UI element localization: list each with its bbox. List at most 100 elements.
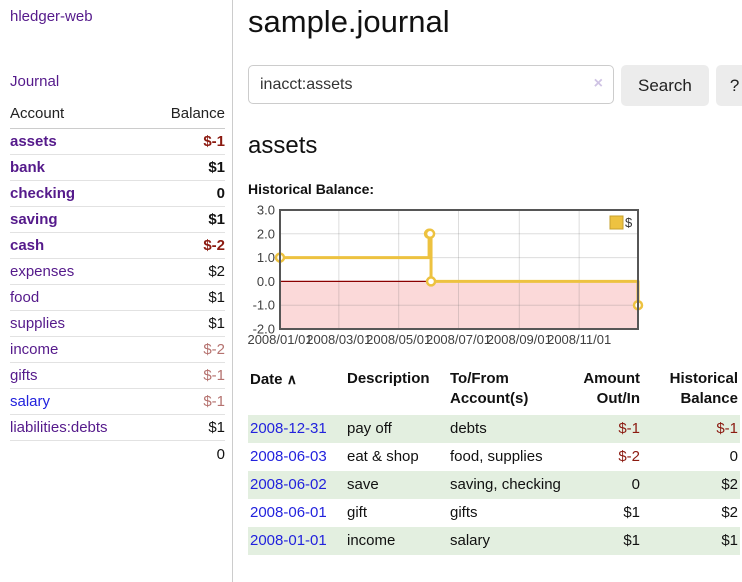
account-balance: $-2	[148, 232, 225, 259]
sort-ascending-icon: ∧	[286, 371, 297, 387]
transaction-accounts: gifts	[450, 504, 478, 521]
account-link[interactable]: checking	[10, 185, 76, 202]
transaction-description: eat & shop	[347, 448, 419, 465]
register-header-date: Date ∧	[250, 371, 297, 388]
transaction-amount: $1	[623, 532, 640, 549]
data-point-marker	[425, 276, 437, 287]
y-axis-tick-label: 0.0	[257, 274, 275, 289]
account-link[interactable]: saving	[10, 211, 58, 228]
transaction-date-link[interactable]: 2008-01-01	[250, 532, 327, 549]
sidebar-item-journal[interactable]: Journal	[10, 73, 225, 90]
sidebar: hledger-web Journal Account Balance asse…	[0, 0, 233, 582]
x-axis-tick-label: 2008/09/01	[487, 332, 552, 347]
account-row: assets $-1	[10, 128, 225, 155]
account-heading: assets	[248, 132, 318, 159]
x-axis-tick-label: 2008/05/01	[366, 332, 431, 347]
transaction-accounts: debts	[450, 420, 487, 437]
account-row: gifts $-1	[10, 362, 225, 389]
chart-svg: $3.0 2.0 1.0 0.0 -1.0 -2.02008/01/012008/03/0…	[247, 203, 644, 347]
transaction-date-link[interactable]: 2008-12-31	[250, 420, 327, 437]
legend-swatch	[609, 215, 624, 230]
x-axis-tick-label: 2008/11/01	[547, 332, 611, 347]
page-title: sample.journal	[248, 4, 450, 39]
transaction-row: 2008-01-01 income salary $1 $1	[248, 527, 740, 555]
account-row: liabilities:debts $1	[10, 414, 225, 441]
register-table: Date ∧ Description To/From Account(s) Am…	[248, 366, 740, 555]
register-header-row: Date ∧ Description To/From Account(s) Am…	[248, 366, 740, 415]
account-link[interactable]: cash	[10, 237, 45, 254]
transaction-date-link[interactable]: 2008-06-03	[250, 448, 327, 465]
account-balance: 0	[148, 180, 225, 207]
journal-link[interactable]: Journal	[10, 73, 60, 90]
transaction-description: pay off	[347, 420, 392, 437]
clear-search-icon[interactable]: ×	[593, 75, 603, 92]
account-row: expenses $2	[10, 258, 225, 285]
register-table-body: 2008-12-31 pay off debts $-1 $-1 2008-06…	[248, 415, 740, 555]
register-header-description: Description	[347, 370, 430, 387]
account-link[interactable]: gifts	[10, 367, 38, 384]
account-link[interactable]: salary	[10, 393, 51, 410]
transaction-date-link[interactable]: 2008-06-02	[250, 476, 327, 493]
help-button[interactable]: ?	[715, 65, 742, 106]
transaction-description: save	[347, 476, 379, 493]
transaction-amount: 0	[631, 476, 640, 493]
negative-region	[280, 281, 638, 329]
transaction-row: 2008-12-31 pay off debts $-1 $-1	[248, 415, 740, 443]
account-link[interactable]: bank	[10, 159, 46, 176]
transaction-description: income	[347, 532, 396, 549]
account-row: supplies $1	[10, 310, 225, 337]
y-axis-tick-label: 3.0	[257, 203, 275, 218]
transaction-amount: $1	[623, 504, 640, 521]
accounts-total-value: 0	[10, 440, 225, 467]
accounts-table: Account Balance assets $-1 bank $1 check…	[10, 105, 225, 467]
account-balance: $-1	[148, 388, 225, 415]
transaction-amount: $-2	[618, 448, 640, 465]
accounts-table-body: assets $-1 bank $1 checking 0 saving $1 …	[10, 128, 225, 441]
accounts-header-balance: Balance	[148, 105, 225, 129]
account-balance: $-1	[148, 362, 225, 389]
transaction-date-link[interactable]: 2008-06-01	[250, 504, 327, 521]
app-title-link[interactable]: hledger-web	[10, 8, 93, 25]
historical-balance-chart: $3.0 2.0 1.0 0.0 -1.0 -2.0 2008/01/01 2008/03/0…	[247, 203, 742, 351]
transaction-accounts: saving, checking	[450, 476, 561, 493]
search-input[interactable]	[248, 65, 614, 104]
account-link[interactable]: food	[10, 289, 40, 306]
account-row: income $-2	[10, 336, 225, 363]
register-header-balance: Historical Balance	[669, 370, 738, 407]
legend-label: $	[625, 215, 633, 230]
transaction-balance: $1	[721, 532, 738, 549]
account-link[interactable]: expenses	[10, 263, 75, 280]
account-balance: $1	[148, 284, 225, 311]
y-axis-tick-label: 2.0	[257, 226, 275, 241]
account-link[interactable]: assets	[10, 133, 57, 150]
account-balance: $2	[148, 258, 225, 285]
transaction-balance: $2	[721, 504, 738, 521]
x-axis-tick-label: 2008/01/01	[248, 332, 313, 347]
account-link[interactable]: income	[10, 341, 59, 358]
accounts-header-account: Account	[10, 105, 149, 129]
account-balance: $1	[148, 310, 225, 337]
account-link[interactable]: liabilities:debts	[10, 419, 108, 436]
transaction-amount: $-1	[618, 420, 640, 437]
x-axis-tick-label: 2008/07/01	[426, 332, 491, 347]
account-row: bank $1	[10, 154, 225, 181]
account-balance: $1	[148, 154, 225, 181]
y-axis-tick-label: -2.0	[253, 322, 275, 337]
transaction-balance: $2	[721, 476, 738, 493]
search-form: × Search ?	[248, 65, 742, 106]
transaction-row: 2008-06-02 save saving, checking 0 $2	[248, 471, 740, 499]
account-row: salary $-1	[10, 388, 225, 415]
transaction-balance: 0	[729, 448, 738, 465]
chart-title: Historical Balance:	[248, 181, 375, 197]
account-balance: $-1	[148, 128, 225, 155]
register-header-amount: Amount Out/In	[583, 370, 640, 407]
main-content: sample.journal × Search ? assets Histori…	[233, 0, 742, 582]
register-header-accounts: To/From Account(s)	[450, 370, 529, 407]
account-link[interactable]: supplies	[10, 315, 66, 332]
transaction-accounts: salary	[450, 532, 491, 549]
account-row: saving $1	[10, 206, 225, 233]
plot-border	[279, 209, 639, 330]
accounts-total-row: 0	[10, 440, 225, 467]
transaction-accounts: food, supplies	[450, 448, 543, 465]
search-button[interactable]: Search	[621, 65, 709, 106]
